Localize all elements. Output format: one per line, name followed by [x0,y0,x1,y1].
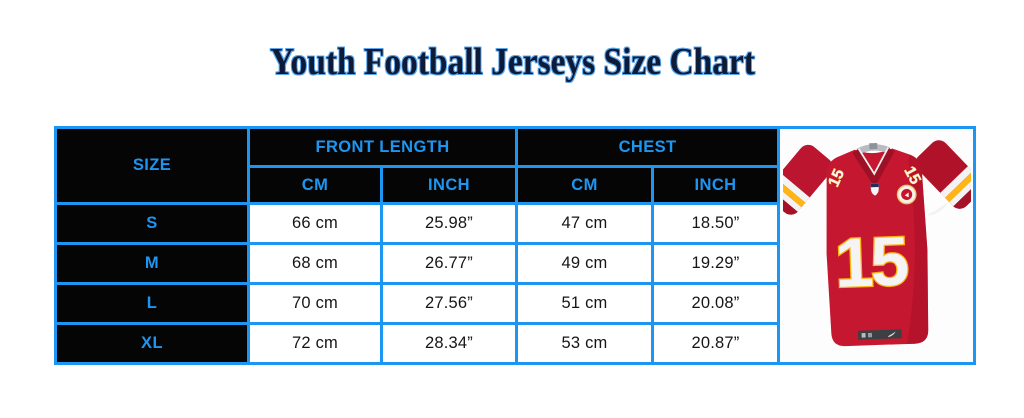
chest-cm: 47 cm [515,202,655,245]
chest-inch: 18.50” [651,202,781,245]
collar-piping [857,146,889,176]
jock-tag [857,328,902,340]
front-length-cm: 70 cm [247,282,383,325]
nfl-shield-icon [870,183,879,196]
subheader-chest-inch: INCH [651,165,781,205]
chest-inch: 20.87” [651,322,781,365]
chest-inch: 19.29” [651,242,781,285]
inner-collar [856,143,890,155]
subheader-chest-cm: CM [515,165,655,205]
chest-cm: 51 cm [515,282,655,325]
jersey-left-sleeve [782,140,837,219]
chest-cm: 49 cm [515,242,655,285]
front-length-inch: 25.98” [379,202,519,245]
jersey-right-sleeve [910,135,971,213]
chiefs-patch-icon [896,184,917,204]
title-bar: Youth Football Jerseys Size Chart [0,41,1024,84]
header-size: SIZE [54,126,250,205]
chest-cm: 53 cm [515,322,655,365]
left-shoulder-number: 15 [825,166,848,189]
jersey-illustration: 15 15 [782,135,971,346]
front-length-cm: 66 cm [247,202,383,245]
sleeve-stripe-gold [782,177,805,207]
size-label: M [54,242,250,285]
table-row-xl: XL 72 cm 28.34” 53 cm 20.87” [54,322,975,365]
size-label: S [54,202,250,245]
size-label: XL [54,322,250,365]
front-length-cm: 68 cm [247,242,383,285]
header-chest: CHEST [515,126,781,168]
front-length-cm: 72 cm [247,322,383,365]
nike-swoosh-icon [927,200,949,215]
front-length-inch: 27.56” [379,282,519,325]
jersey-chest-number: 15 [833,221,908,301]
jersey-product-image: 15 15 [777,126,977,365]
table-row-l: L 70 cm 27.56” 51 cm 20.08” [54,282,975,325]
header-front-length: FRONT LENGTH [246,126,519,168]
table-row-m: M 68 cm 26.77” 49 cm 19.29” [54,242,975,285]
neck-label [868,142,877,149]
page-title: Youth Football Jerseys Size Chart [269,41,755,83]
table-row-s: S 66 cm 25.98” 47 cm 18.50” [54,202,975,245]
sleeve-stripe-white [782,172,810,203]
subheader-front-cm: CM [247,165,383,205]
size-chart-table: SIZE FRONT LENGTH CHEST [54,126,977,365]
front-length-inch: 28.34” [379,322,519,365]
chest-inch: 20.08” [651,282,781,325]
subheader-front-inch: INCH [379,165,519,205]
size-label: L [54,282,250,325]
collar [851,147,895,184]
front-length-inch: 26.77” [379,242,519,285]
